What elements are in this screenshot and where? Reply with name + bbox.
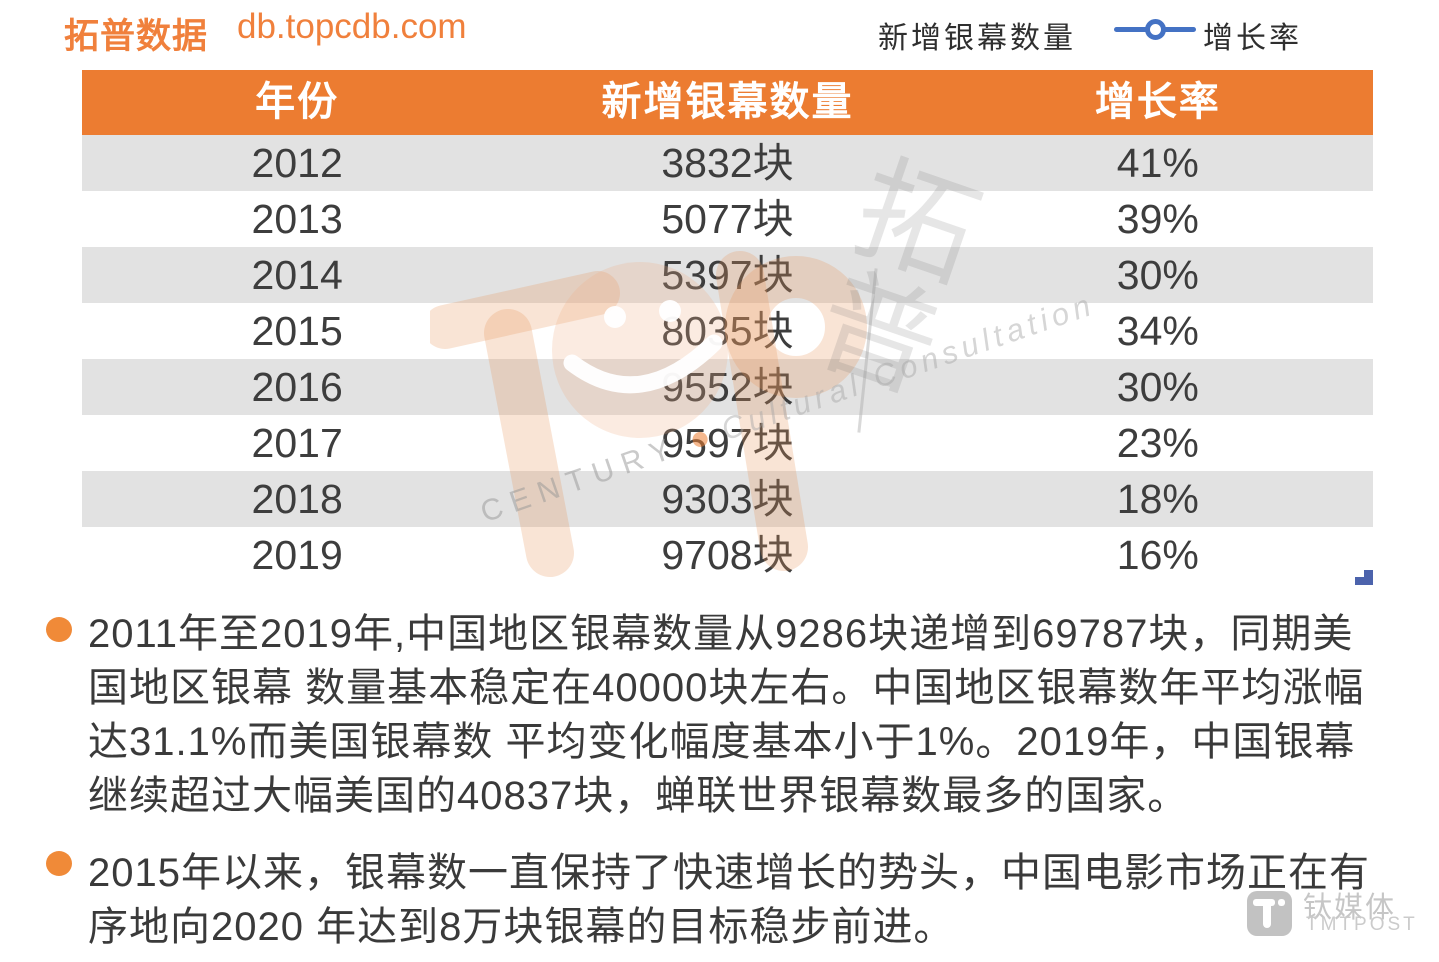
legend-line-label: 增长率: [1203, 22, 1302, 55]
growth-cell: 23%: [1116, 420, 1199, 466]
growth-line-marker-circle-icon: [1145, 19, 1166, 40]
tmtpost-logo: [1247, 891, 1292, 936]
growth-cell: 39%: [1116, 196, 1199, 242]
table-body: 2012 3832块 41% 2013 5077块 39% 2014 5397块…: [82, 135, 1373, 583]
table-row: 2019 9708块 16%: [82, 527, 1373, 583]
table-row: 2017 9597块 23%: [82, 415, 1373, 471]
table-row: 2014 5397块 30%: [82, 247, 1373, 303]
note-line: 2015年以来，银幕数一直保持了快速增长的势头，中国电影市场正在有: [88, 851, 1370, 895]
header-growth: 增长率: [1094, 80, 1221, 124]
growth-cell: 30%: [1116, 252, 1199, 298]
year-cell: 2016: [251, 364, 343, 410]
header-screens: 新增银幕数量: [601, 80, 854, 124]
screens-cell: 9597块: [661, 420, 794, 466]
screens-cell: 5077块: [661, 196, 794, 242]
growth-cell: 16%: [1116, 532, 1199, 578]
note-line: 达31.1%而美国银幕数 平均变化幅度基本小于1%。2019年，中国银幕: [88, 720, 1356, 764]
note-line: 国地区银幕 数量基本稳定在40000块左右。中国地区银幕数年平均涨幅: [88, 666, 1365, 710]
growth-cell: 18%: [1116, 476, 1199, 522]
table-header-row: 年份 新增银幕数量 增长率: [82, 70, 1373, 135]
note-paragraph: 2011年至2019年,中国地区银幕数量从9286块递增到69787块，同期美 …: [88, 607, 1418, 823]
note-paragraph: 2015年以来，银幕数一直保持了快速增长的势头，中国电影市场正在有 序地向202…: [88, 846, 1418, 954]
bullet-icon: [46, 851, 72, 876]
year-cell: 2018: [251, 476, 343, 522]
growth-cell: 41%: [1116, 140, 1199, 186]
growth-cell: 30%: [1116, 364, 1199, 410]
screens-cell: 8035块: [661, 308, 794, 354]
blue-step-icon-part: [1355, 577, 1364, 585]
screens-cell: 9303块: [661, 476, 794, 522]
year-cell: 2012: [251, 140, 343, 186]
year-cell: 2019: [251, 532, 343, 578]
year-cell: 2013: [251, 196, 343, 242]
legend-bars-label: 新增银幕数量: [878, 22, 1076, 55]
growth-cell: 34%: [1116, 308, 1199, 354]
blue-step-icon: [1355, 570, 1373, 585]
table-row: 2015 8035块 34%: [82, 303, 1373, 359]
header-year: 年份: [255, 80, 340, 124]
table-row: 2016 9552块 30%: [82, 359, 1373, 415]
year-cell: 2015: [251, 308, 343, 354]
screens-table: 年份 新增银幕数量 增长率 2012 3832块 41% 2013 5077块 …: [82, 70, 1373, 583]
table-row: 2013 5077块 39%: [82, 191, 1373, 247]
tmtpost-watermark-name: 钛媒体: [1303, 892, 1397, 924]
tmtpost-watermark-subtext: TMTPOST: [1306, 914, 1418, 935]
screens-cell: 5397块: [661, 252, 794, 298]
tmtpost-logo-dot: [1278, 899, 1285, 906]
table-row: 2018 9303块 18%: [82, 471, 1373, 527]
screens-cell: 9708块: [661, 532, 794, 578]
bullet-icon: [46, 617, 72, 642]
year-cell: 2017: [251, 420, 343, 466]
note-line: 继续超过大幅美国的40837块，蝉联世界银幕数最多的国家。: [88, 774, 1189, 818]
tmtpost-logo-t-stem: [1263, 899, 1271, 928]
note-line: 2011年至2019年,中国地区银幕数量从9286块递增到69787块，同期美: [88, 612, 1354, 656]
screens-cell: 3832块: [661, 140, 794, 186]
year-cell: 2014: [251, 252, 343, 298]
brand-url-link[interactable]: db.topcdb.com: [237, 7, 467, 46]
brand-name: 拓普数据: [64, 17, 209, 56]
blue-step-icon-part: [1364, 570, 1373, 585]
table-row: 2012 3832块 41%: [82, 135, 1373, 191]
note-line: 序地向2020 年达到8万块银幕的目标稳步前进。: [88, 905, 955, 949]
screens-cell: 9552块: [661, 364, 794, 410]
